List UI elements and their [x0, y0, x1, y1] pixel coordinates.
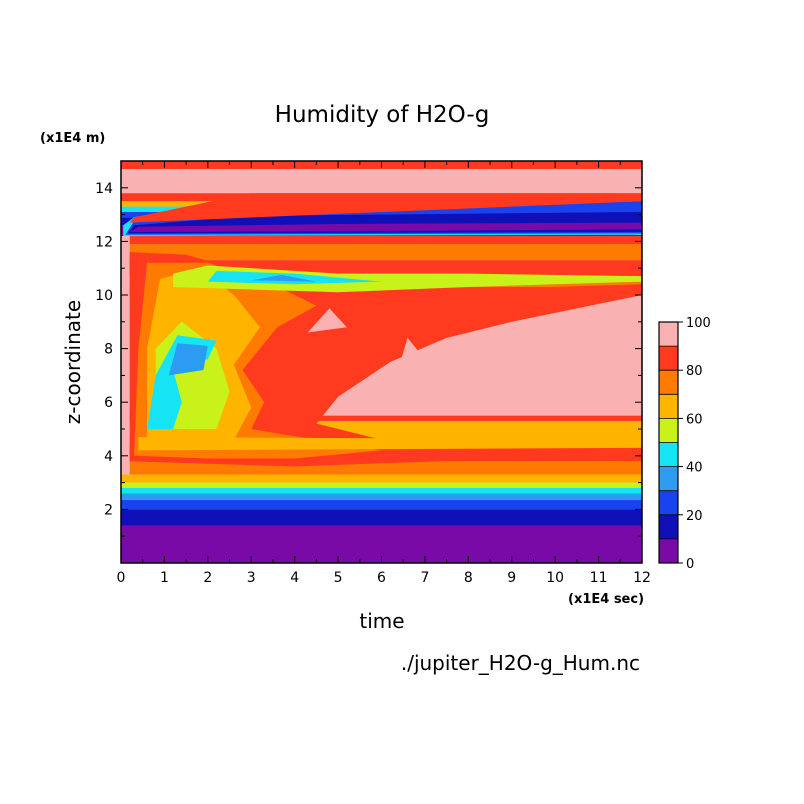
colorbar-segment [659, 466, 678, 491]
colorbar-label: 100 [686, 316, 711, 331]
y-tick-label: 6 [104, 395, 113, 411]
contour-region [121, 169, 642, 191]
contour-region [251, 274, 317, 282]
y-tick-label: 2 [104, 502, 113, 518]
contour-region [129, 193, 642, 223]
x-tick-label: 6 [377, 570, 386, 586]
x-tick-label: 1 [160, 570, 169, 586]
colorbar-segment [659, 442, 678, 467]
colorbar-segment [659, 322, 678, 347]
colorbar-segment [659, 490, 678, 515]
colorbar-segment [659, 514, 678, 539]
colorbar-segment [659, 538, 678, 563]
contour-band [121, 244, 642, 261]
contour-band [121, 500, 642, 510]
x-tick-label: 9 [507, 570, 516, 586]
contour-field [121, 161, 642, 563]
contour-band [121, 474, 642, 483]
colorbar-label: 20 [686, 509, 703, 524]
colorbar-segment [659, 418, 678, 443]
x-tick-label: 4 [290, 570, 299, 586]
x-tick-label: 0 [117, 570, 126, 586]
y-tick-label: 10 [95, 288, 113, 304]
colorbar-segment [659, 370, 678, 395]
contour-band [121, 482, 642, 488]
contour-region [121, 236, 130, 475]
x-tick-label: 11 [590, 570, 608, 586]
colorbar-label: 80 [686, 364, 703, 379]
contour-region [138, 437, 642, 451]
x-tick-label: 10 [546, 570, 564, 586]
contour-band [121, 236, 642, 245]
colorbar: 0 20 40 60 80 100 [658, 316, 711, 572]
x-tick-label: 7 [420, 570, 429, 586]
y-tick-label: 12 [95, 234, 113, 250]
contour-region [307, 308, 347, 333]
contour-region [398, 337, 425, 368]
colorbar-segment [659, 346, 678, 371]
x-tick-label: 5 [334, 570, 343, 586]
contour-region [168, 343, 208, 376]
x-unit-label: (x1E4 sec) [568, 592, 644, 607]
y-unit-label: (x1E4 m) [40, 131, 105, 146]
y-tick-label: 14 [95, 181, 113, 197]
x-tick-label: 12 [633, 570, 651, 586]
x-tick-label: 2 [203, 570, 212, 586]
colorbar-segment [659, 394, 678, 419]
colorbar-label: 0 [686, 557, 694, 572]
x-tick-label: 8 [464, 570, 473, 586]
source-file-label: ./jupiter_H2O-g_Hum.nc [401, 651, 640, 675]
contour-region [173, 265, 642, 293]
chart-title: Humidity of H2O-g [275, 102, 490, 128]
y-axis-label: z-coordinate [61, 300, 85, 424]
colorbar-label: 40 [686, 461, 703, 476]
y-tick-label: 8 [104, 342, 113, 358]
contour-band [121, 493, 642, 501]
contour-band [121, 509, 642, 526]
x-tick-label: 3 [247, 570, 256, 586]
y-tick-label: 4 [104, 449, 113, 465]
contour-band [121, 487, 642, 494]
contour-region [129, 222, 642, 232]
colorbar-label: 60 [686, 412, 703, 427]
contour-band [121, 415, 642, 421]
x-axis-label: time [359, 609, 404, 633]
